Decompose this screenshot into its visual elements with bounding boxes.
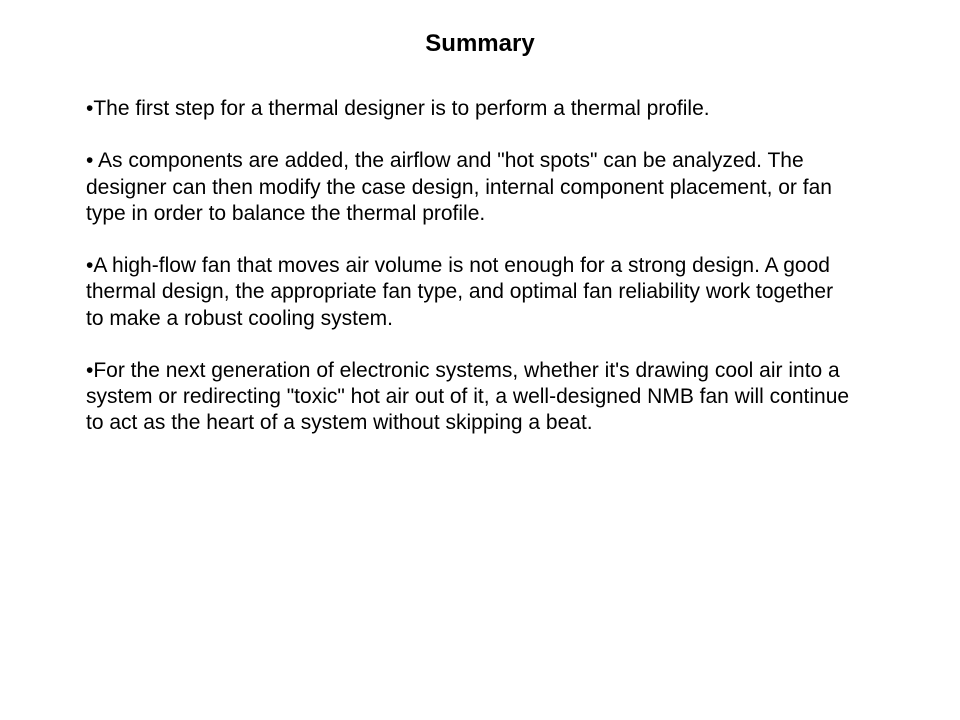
page-title: Summary [0,30,960,58]
bullet-item: •A high-flow fan that moves air volume i… [86,253,856,332]
slide: Summary •The first step for a thermal de… [0,0,960,720]
bullet-item: • As components are added, the airflow a… [86,148,856,227]
body-text: •The first step for a thermal designer i… [86,96,856,463]
bullet-item: •The first step for a thermal designer i… [86,96,856,122]
bullet-item: •For the next generation of electronic s… [86,358,856,437]
